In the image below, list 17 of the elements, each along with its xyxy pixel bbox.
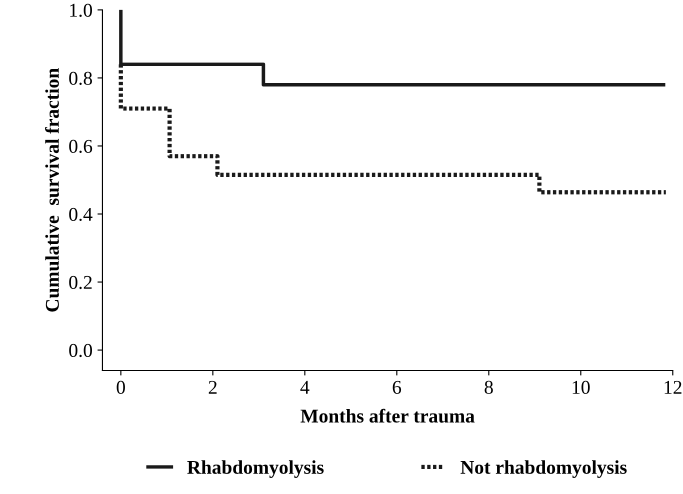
y-tick-label: 0.4 [69,208,92,222]
y-tick-label: 1.0 [70,4,92,17]
x-tick-label: 4 [300,380,310,394]
x-axis-title: Months after trauma [300,408,475,423]
y-tick-label: 0.8 [69,72,92,85]
x-tick-label: 8 [484,380,493,394]
y-tick-label: 0.0 [69,344,92,358]
x-tick-label: 10 [572,380,590,394]
y-axis-title: Cumulative survival fraction [45,68,59,312]
legend-label: Rhabdomyolysis [187,460,324,478]
legend-label: Not rhabdomyolysis [460,460,627,478]
x-tick-label: 6 [392,380,402,394]
y-tick-label: 0.2 [69,276,92,290]
x-tick-label: 2 [208,380,217,394]
x-tick-label: 0 [116,380,125,394]
y-tick-label: 0.6 [69,140,92,153]
x-tick-label: 12 [664,380,682,394]
